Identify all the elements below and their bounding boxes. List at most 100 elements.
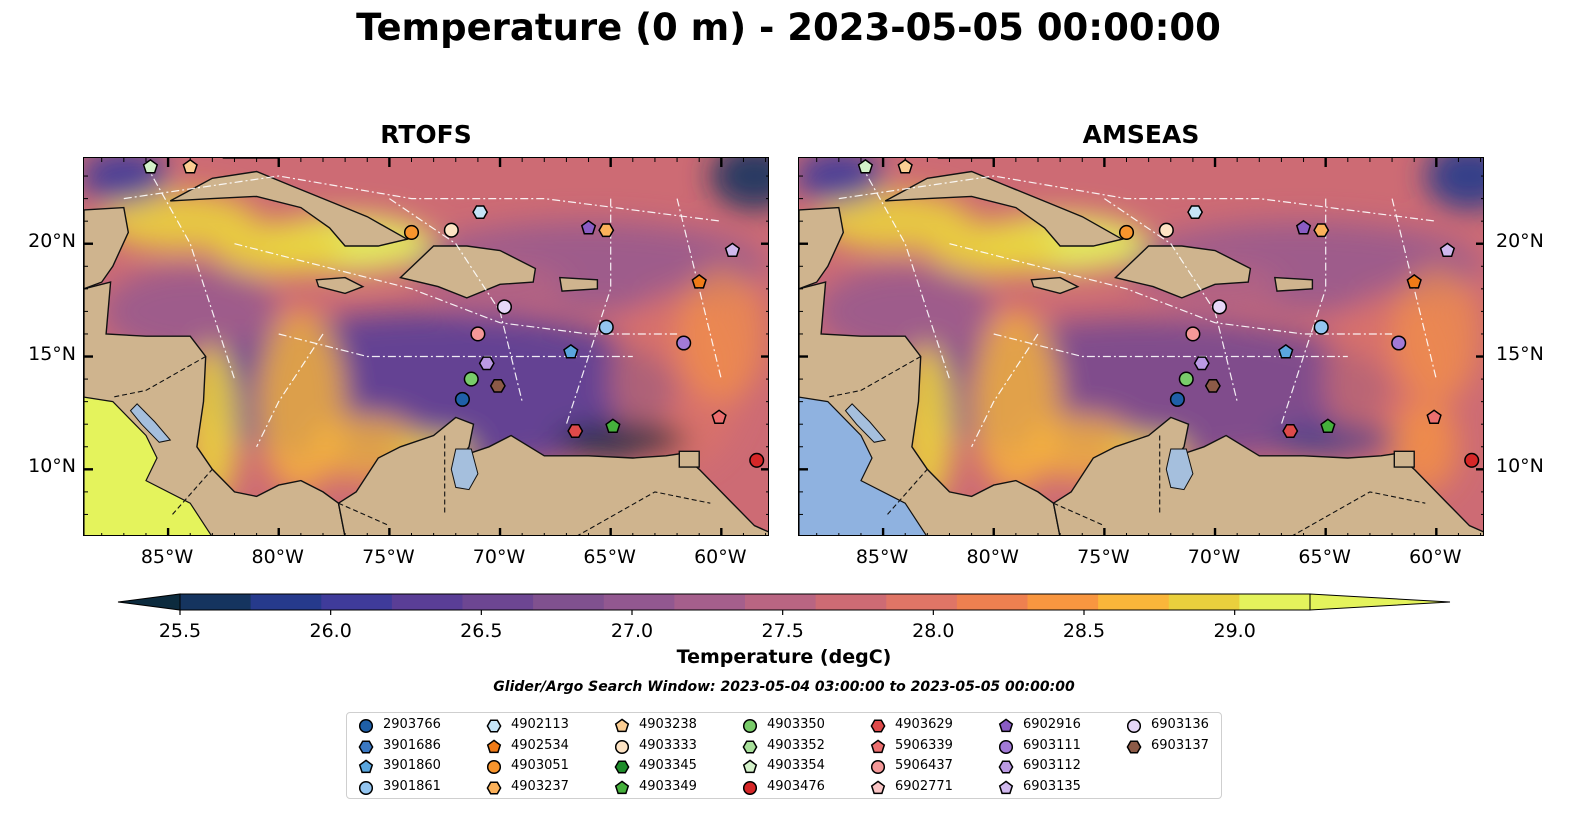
legend-marker xyxy=(358,740,374,753)
boundary-line xyxy=(565,198,612,425)
land-jamaica xyxy=(1030,276,1080,295)
obs-4903237 xyxy=(1313,223,1330,238)
legend-label: 4903238 xyxy=(639,717,697,732)
legend-label: 6903137 xyxy=(1151,737,1209,753)
lake xyxy=(844,403,887,443)
land-yucatan xyxy=(84,206,130,290)
legend-label: 4903350 xyxy=(767,717,825,732)
legend-marker-4903354 xyxy=(742,759,758,774)
boundary-line xyxy=(234,243,678,335)
obs-3901861 xyxy=(1313,319,1329,335)
obs-6903136 xyxy=(496,299,513,315)
land-trinidad xyxy=(1393,450,1415,468)
obs-4903354 xyxy=(142,158,159,174)
obs-4903629 xyxy=(1282,424,1299,438)
boundary-line xyxy=(860,164,951,380)
obs-4902534 xyxy=(691,273,707,289)
map-panel-rtofs[interactable] xyxy=(83,157,769,536)
colorbar-bin xyxy=(815,594,887,610)
search-window-text: Glider/Argo Search Window: 2023-05-04 03… xyxy=(493,679,1075,695)
land-puertoRico xyxy=(1273,276,1314,292)
obs-5906437 xyxy=(470,326,486,342)
map-amseas xyxy=(799,158,1483,535)
country-border xyxy=(1053,502,1105,527)
colorbar-bin xyxy=(956,594,1028,610)
legend-marker-4903345 xyxy=(614,760,630,774)
legend-marker-6903112 xyxy=(998,760,1014,774)
map-panel-amseas[interactable] xyxy=(798,157,1484,536)
panel-title-rtofs: RTOFS xyxy=(380,120,472,149)
obs-3901860 xyxy=(1278,343,1294,359)
boundary-line xyxy=(838,175,1437,222)
legend-marker-2903766 xyxy=(358,718,374,734)
legend-marker-4903352 xyxy=(742,740,758,753)
land-hispaniola xyxy=(1113,245,1252,299)
obs-4903349 xyxy=(1320,418,1336,433)
x-tick-label: 60°W xyxy=(694,546,747,568)
colorbar-tick-label: 26.5 xyxy=(460,620,503,642)
y-tick-label-right: 10°N xyxy=(1496,455,1544,478)
legend-label: 4903237 xyxy=(511,778,569,794)
obs-4902113 xyxy=(1187,205,1204,220)
y-tick-label-left: 20°N xyxy=(28,229,76,252)
map-rtofs xyxy=(84,158,768,535)
obs-6903111 xyxy=(676,335,692,351)
legend-label: 6902916 xyxy=(1023,717,1081,732)
legend-label: 4903349 xyxy=(639,778,697,794)
x-tick-label: 75°W xyxy=(1077,546,1130,568)
legend-marker-4903629 xyxy=(870,719,886,733)
legend-label: 2903766 xyxy=(383,717,441,732)
colorbar-tick-label: 29.0 xyxy=(1213,620,1256,642)
x-tick-label: 80°W xyxy=(251,546,304,568)
legend-marker xyxy=(742,718,758,734)
legend-marker xyxy=(998,779,1014,794)
obs-4903238 xyxy=(182,158,198,174)
colorbar-bin xyxy=(462,594,534,610)
obs-6903111 xyxy=(1391,335,1407,351)
legend-marker xyxy=(870,719,886,733)
obs-4902534 xyxy=(1406,273,1422,289)
country-border xyxy=(887,468,928,515)
obs-6903135 xyxy=(724,242,741,258)
legend-marker-4903238 xyxy=(614,718,630,733)
legend-marker xyxy=(486,759,502,775)
boundary-line xyxy=(1391,198,1437,380)
legend-marker xyxy=(486,719,502,733)
land-yucatan xyxy=(799,206,845,290)
legend-marker xyxy=(614,760,630,774)
legend-marker-4903237 xyxy=(486,781,502,794)
land-jamaica xyxy=(315,276,365,295)
country-border xyxy=(1292,491,1426,535)
legend-marker xyxy=(998,739,1014,754)
pacific-ocean-edge xyxy=(799,396,927,535)
legend-marker-4902534 xyxy=(486,738,502,753)
legend-marker xyxy=(358,718,374,734)
land-cuba xyxy=(169,170,410,247)
colorbar xyxy=(117,593,1451,615)
legend-label: 4903051 xyxy=(511,758,569,773)
legend-marker xyxy=(998,718,1014,733)
country-border xyxy=(172,468,213,515)
legend-marker-3901860 xyxy=(358,759,374,774)
colorbar-tick-label: 25.5 xyxy=(158,620,202,642)
country-border xyxy=(827,356,921,398)
obs-4903051 xyxy=(403,224,420,240)
x-tick-label: 75°W xyxy=(362,546,415,568)
legend-marker-6903135 xyxy=(998,779,1014,794)
land-cuba xyxy=(884,170,1125,247)
obs-6903137 xyxy=(489,378,506,393)
obs-3901861 xyxy=(598,319,614,335)
obs-4903238 xyxy=(897,158,913,174)
legend-label: 6902771 xyxy=(895,778,953,794)
legend-marker xyxy=(998,760,1014,774)
legend-label: 5906437 xyxy=(895,758,953,773)
legend-label: 4903352 xyxy=(767,737,825,753)
boundary-line xyxy=(949,243,1393,335)
obs-2903766 xyxy=(454,391,470,407)
colorbar-bin xyxy=(321,594,393,610)
colorbar-bin xyxy=(1098,594,1170,610)
colorbar-bin xyxy=(533,594,605,610)
legend-label: 6903135 xyxy=(1023,778,1081,794)
legend-marker xyxy=(742,740,758,753)
legend-marker xyxy=(870,738,886,753)
